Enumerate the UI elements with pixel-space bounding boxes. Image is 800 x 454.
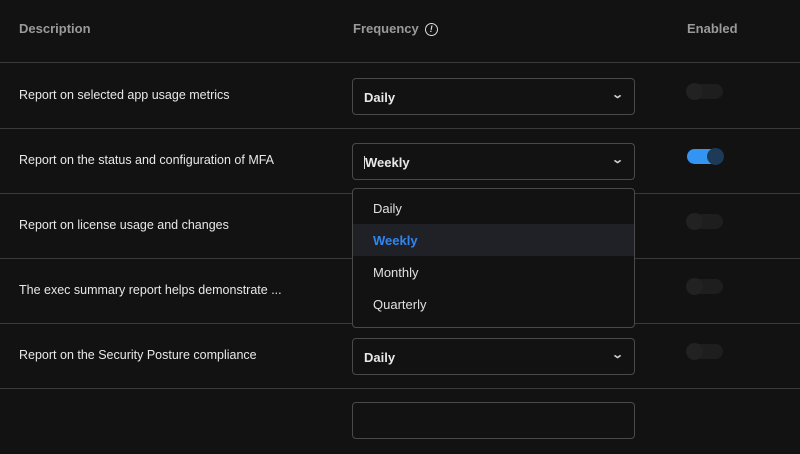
toggle-knob — [686, 278, 703, 295]
enabled-toggle[interactable] — [686, 213, 723, 230]
select-value: Weekly — [365, 155, 410, 170]
frequency-select[interactable]: Daily ⌄ — [352, 338, 635, 375]
text-cursor — [364, 156, 365, 169]
toggle-knob — [686, 83, 703, 100]
enabled-toggle[interactable] — [686, 278, 723, 295]
frequency-select[interactable]: Daily ⌄ — [352, 78, 635, 115]
frequency-label: Frequency — [353, 21, 419, 36]
table-row: Report on the status and configuration o… — [0, 129, 800, 194]
enabled-toggle[interactable] — [686, 343, 723, 360]
column-header-description: Description — [19, 21, 91, 36]
column-header-frequency: Frequency! — [353, 21, 438, 36]
table-row — [0, 389, 800, 454]
row-description: Report on the Security Posture complianc… — [19, 348, 257, 362]
option-quarterly[interactable]: Quarterly — [373, 297, 427, 312]
column-header-enabled: Enabled — [687, 21, 738, 36]
row-description: Report on selected app usage metrics — [19, 88, 230, 102]
option-weekly[interactable]: Weekly — [353, 224, 634, 256]
toggle-knob — [686, 343, 703, 360]
option-daily[interactable]: Daily — [373, 201, 402, 216]
row-description: Report on the status and configuration o… — [19, 153, 275, 167]
enabled-toggle[interactable] — [687, 148, 724, 165]
chevron-down-icon: ⌄ — [610, 154, 624, 166]
table-row: Report on the Security Posture complianc… — [0, 324, 800, 389]
frequency-dropdown-menu: Daily Weekly Monthly Quarterly — [352, 188, 635, 328]
table-row: Report on selected app usage metrics Dai… — [0, 64, 800, 129]
frequency-select[interactable] — [352, 402, 635, 439]
row-description: Report on license usage and changes — [19, 218, 229, 232]
toggle-knob — [686, 213, 703, 230]
option-monthly[interactable]: Monthly — [373, 265, 419, 280]
chevron-down-icon: ⌄ — [610, 349, 624, 361]
info-icon[interactable]: ! — [424, 23, 438, 36]
toggle-knob — [707, 148, 724, 165]
table-header: Description Frequency! Enabled — [0, 0, 800, 63]
enabled-toggle[interactable] — [686, 83, 723, 100]
frequency-select[interactable]: Weekly ⌄ — [352, 143, 635, 180]
select-value: Daily — [364, 90, 396, 105]
select-value: Daily — [364, 350, 396, 365]
row-description: The exec summary report helps demonstrat… — [19, 283, 282, 297]
chevron-down-icon: ⌄ — [610, 89, 624, 101]
